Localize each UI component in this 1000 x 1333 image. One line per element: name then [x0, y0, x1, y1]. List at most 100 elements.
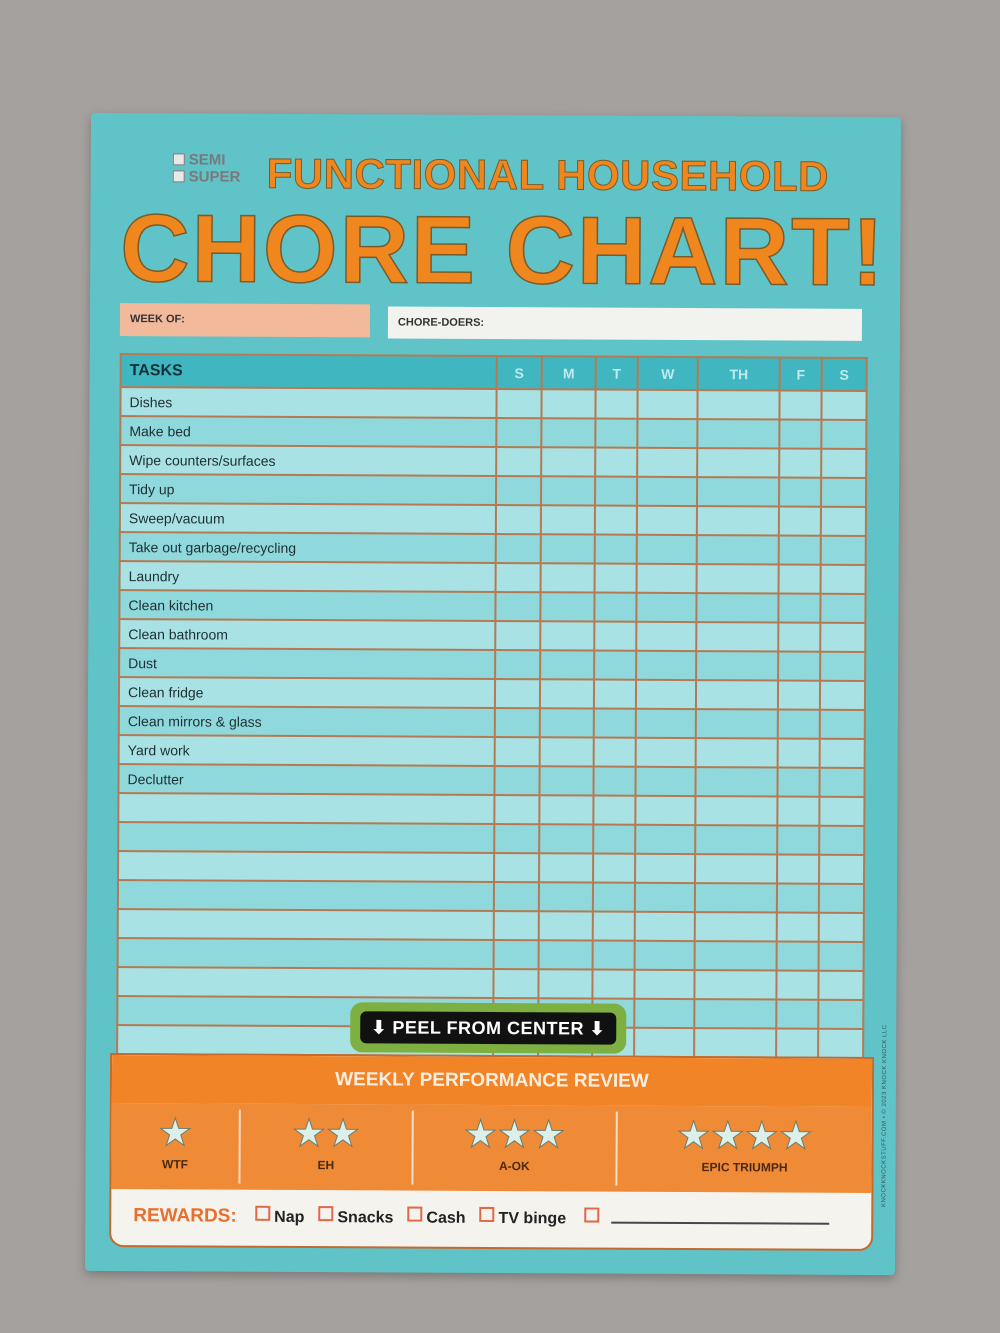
check-cell[interactable]	[594, 534, 637, 564]
check-cell[interactable]	[776, 970, 819, 1000]
check-cell[interactable]	[777, 854, 820, 884]
check-cell[interactable]	[593, 766, 636, 796]
check-cell[interactable]	[494, 824, 540, 854]
check-cell[interactable]	[778, 622, 821, 652]
task-label[interactable]	[117, 909, 494, 941]
check-cell[interactable]	[695, 854, 778, 884]
check-cell[interactable]	[495, 621, 541, 651]
check-cell[interactable]	[696, 651, 779, 681]
check-cell[interactable]	[818, 883, 865, 913]
check-cell[interactable]	[778, 564, 821, 594]
task-label[interactable]: Clean mirrors & glass	[118, 706, 495, 738]
check-cell[interactable]	[777, 738, 820, 768]
check-cell[interactable]	[496, 418, 542, 448]
check-cell[interactable]	[595, 447, 638, 477]
check-cell[interactable]	[636, 534, 698, 565]
check-cell[interactable]	[635, 795, 696, 826]
check-cell[interactable]	[818, 1028, 864, 1058]
check-cell[interactable]	[819, 854, 865, 884]
check-cell[interactable]	[495, 505, 541, 535]
check-cell[interactable]	[595, 389, 638, 419]
check-cell[interactable]	[496, 447, 542, 477]
task-label[interactable]	[117, 880, 495, 912]
check-cell[interactable]	[778, 593, 821, 623]
check-cell[interactable]	[696, 709, 779, 739]
check-cell[interactable]	[592, 940, 635, 970]
check-cell[interactable]	[493, 911, 539, 941]
check-cell[interactable]	[694, 970, 777, 1000]
check-cell[interactable]	[697, 506, 780, 536]
check-cell[interactable]	[494, 853, 540, 883]
task-label[interactable]: Declutter	[118, 764, 495, 796]
check-cell[interactable]	[541, 389, 596, 419]
check-cell[interactable]	[594, 650, 637, 680]
check-cell[interactable]	[494, 795, 540, 825]
check-cell[interactable]	[776, 1028, 819, 1058]
check-cell[interactable]	[635, 679, 697, 710]
check-cell[interactable]	[494, 679, 541, 709]
check-cell[interactable]	[695, 796, 778, 826]
check-cell[interactable]	[593, 737, 636, 767]
semi-checkbox[interactable]	[172, 153, 185, 166]
rating-level[interactable]: ★★ EH	[240, 1109, 414, 1185]
check-cell[interactable]	[635, 766, 696, 797]
check-cell[interactable]	[697, 419, 780, 449]
check-cell[interactable]	[819, 796, 865, 826]
check-cell[interactable]	[634, 853, 696, 884]
check-cell[interactable]	[694, 999, 777, 1029]
check-cell[interactable]	[778, 651, 821, 681]
check-cell[interactable]	[540, 476, 596, 506]
check-cell[interactable]	[593, 853, 636, 883]
task-label[interactable]	[118, 822, 495, 854]
check-cell[interactable]	[635, 824, 696, 855]
task-label[interactable]: Clean kitchen	[119, 590, 496, 622]
check-cell[interactable]	[634, 998, 695, 1029]
check-cell[interactable]	[779, 419, 822, 449]
check-cell[interactable]	[594, 679, 637, 709]
check-cell[interactable]	[636, 505, 698, 536]
task-label[interactable]: Make bed	[120, 416, 497, 448]
check-cell[interactable]	[493, 969, 539, 999]
check-cell[interactable]	[595, 418, 638, 448]
check-cell[interactable]	[820, 506, 866, 536]
check-cell[interactable]	[696, 680, 779, 710]
check-cell[interactable]	[636, 650, 697, 681]
task-label[interactable]: Yard work	[118, 735, 495, 767]
check-cell[interactable]	[637, 447, 698, 478]
check-cell[interactable]	[592, 911, 635, 941]
check-cell[interactable]	[695, 825, 778, 855]
check-cell[interactable]	[538, 882, 594, 912]
check-cell[interactable]	[538, 940, 593, 970]
check-cell[interactable]	[593, 795, 636, 825]
check-cell[interactable]	[697, 390, 780, 420]
check-cell[interactable]	[694, 941, 777, 971]
check-cell[interactable]	[821, 448, 867, 478]
check-cell[interactable]	[634, 882, 696, 913]
check-cell[interactable]	[538, 969, 593, 999]
check-cell[interactable]	[592, 882, 635, 912]
check-cell[interactable]	[593, 824, 636, 854]
check-cell[interactable]	[594, 592, 637, 622]
check-cell[interactable]	[495, 476, 542, 506]
task-label[interactable]: Wipe counters/surfaces	[120, 445, 497, 477]
rating-level[interactable]: ★ WTF	[111, 1109, 241, 1184]
check-cell[interactable]	[495, 563, 541, 593]
check-cell[interactable]	[819, 680, 866, 710]
check-cell[interactable]	[494, 737, 540, 767]
check-cell[interactable]	[821, 419, 867, 449]
check-cell[interactable]	[634, 940, 695, 971]
check-cell[interactable]	[594, 563, 637, 593]
week-of-field[interactable]: WEEK OF:	[119, 303, 371, 338]
check-cell[interactable]	[637, 418, 698, 449]
check-cell[interactable]	[493, 940, 539, 970]
check-cell[interactable]	[636, 563, 697, 594]
check-cell[interactable]	[637, 389, 698, 420]
check-cell[interactable]	[820, 593, 866, 623]
task-label[interactable]: Take out garbage/recycling	[119, 532, 496, 564]
check-cell[interactable]	[636, 621, 697, 652]
check-cell[interactable]	[695, 738, 778, 768]
check-cell[interactable]	[593, 708, 636, 738]
check-cell[interactable]	[696, 593, 779, 623]
task-label[interactable]: Sweep/vacuum	[119, 503, 496, 535]
check-cell[interactable]	[541, 418, 596, 448]
